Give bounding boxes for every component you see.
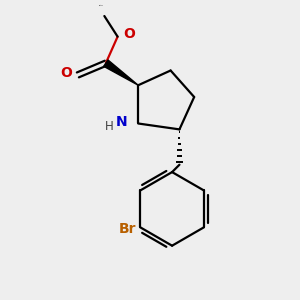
- Text: Br: Br: [118, 222, 136, 236]
- Text: H: H: [104, 120, 113, 133]
- Text: O: O: [123, 27, 135, 41]
- Text: N: N: [116, 115, 128, 129]
- Polygon shape: [104, 60, 138, 85]
- Text: O: O: [61, 66, 73, 80]
- Text: methyl: methyl: [99, 5, 104, 6]
